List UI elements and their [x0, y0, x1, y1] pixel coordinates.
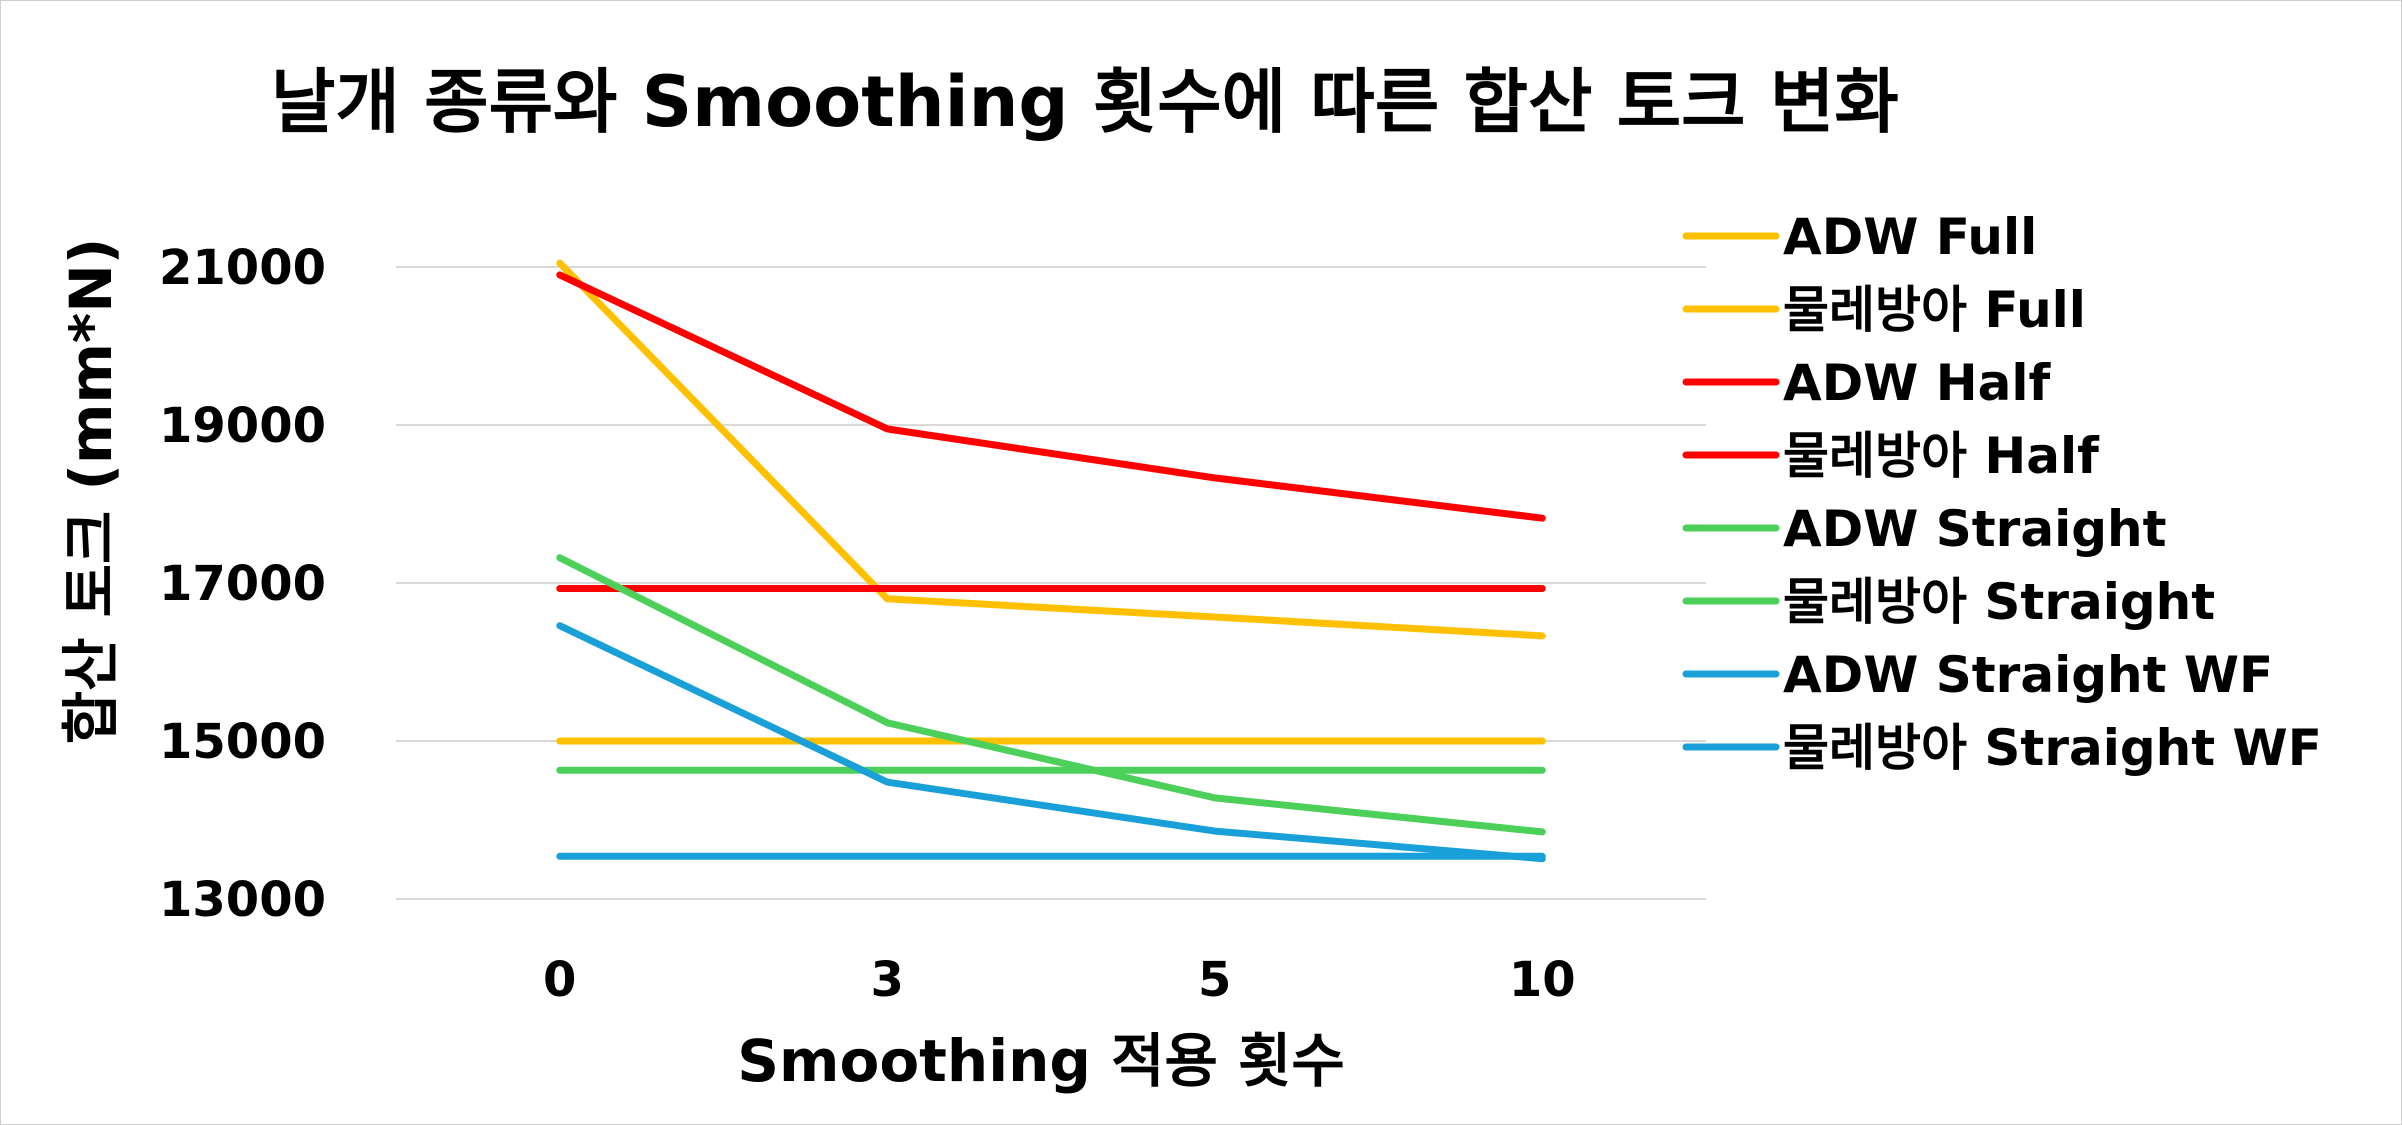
legend-label: ADW Straight WF	[1783, 646, 2273, 704]
legend-label: 물레방아 Half	[1783, 427, 2100, 485]
series-line	[556, 271, 1546, 522]
x-tick-label: 0	[543, 952, 576, 1008]
y-tick-label: 15000	[159, 714, 326, 770]
legend: ADW Full 물레방아 Full ADW Half 물레방아 Half ADW St…	[1682, 208, 2322, 777]
y-tick-label: 19000	[159, 398, 326, 454]
legend-label: 물레방아 Full	[1783, 281, 2086, 339]
chart-title: 날개 종류와 Smoothing 횟수에 따른 합산 토크 변화	[271, 61, 1899, 143]
x-tick-labels: 0 3 5 10	[543, 952, 1576, 1008]
legend-label: 물레방아 Straight	[1783, 573, 2215, 631]
series-line	[556, 259, 1546, 640]
series-line	[556, 554, 1546, 836]
y-tick-labels: 13000 15000 17000 19000 21000	[159, 240, 326, 928]
series-line	[556, 622, 1546, 863]
y-tick-label: 17000	[159, 556, 326, 612]
legend-label: ADW Straight	[1783, 500, 2167, 558]
y-axis-title: 합산 토크 (mm*N)	[57, 238, 125, 745]
x-tick-label: 10	[1509, 952, 1576, 1008]
y-tick-label: 21000	[159, 240, 326, 296]
x-tick-label: 3	[871, 952, 904, 1008]
y-tick-label: 13000	[159, 872, 326, 928]
legend-label: 물레방아 Straight WF	[1783, 719, 2322, 777]
series-lines	[556, 259, 1546, 863]
x-tick-label: 5	[1198, 952, 1231, 1008]
legend-label: ADW Half	[1783, 354, 2051, 412]
legend-label: ADW Full	[1783, 208, 2037, 266]
x-axis-title: Smoothing 적용 횟수	[737, 1027, 1344, 1095]
